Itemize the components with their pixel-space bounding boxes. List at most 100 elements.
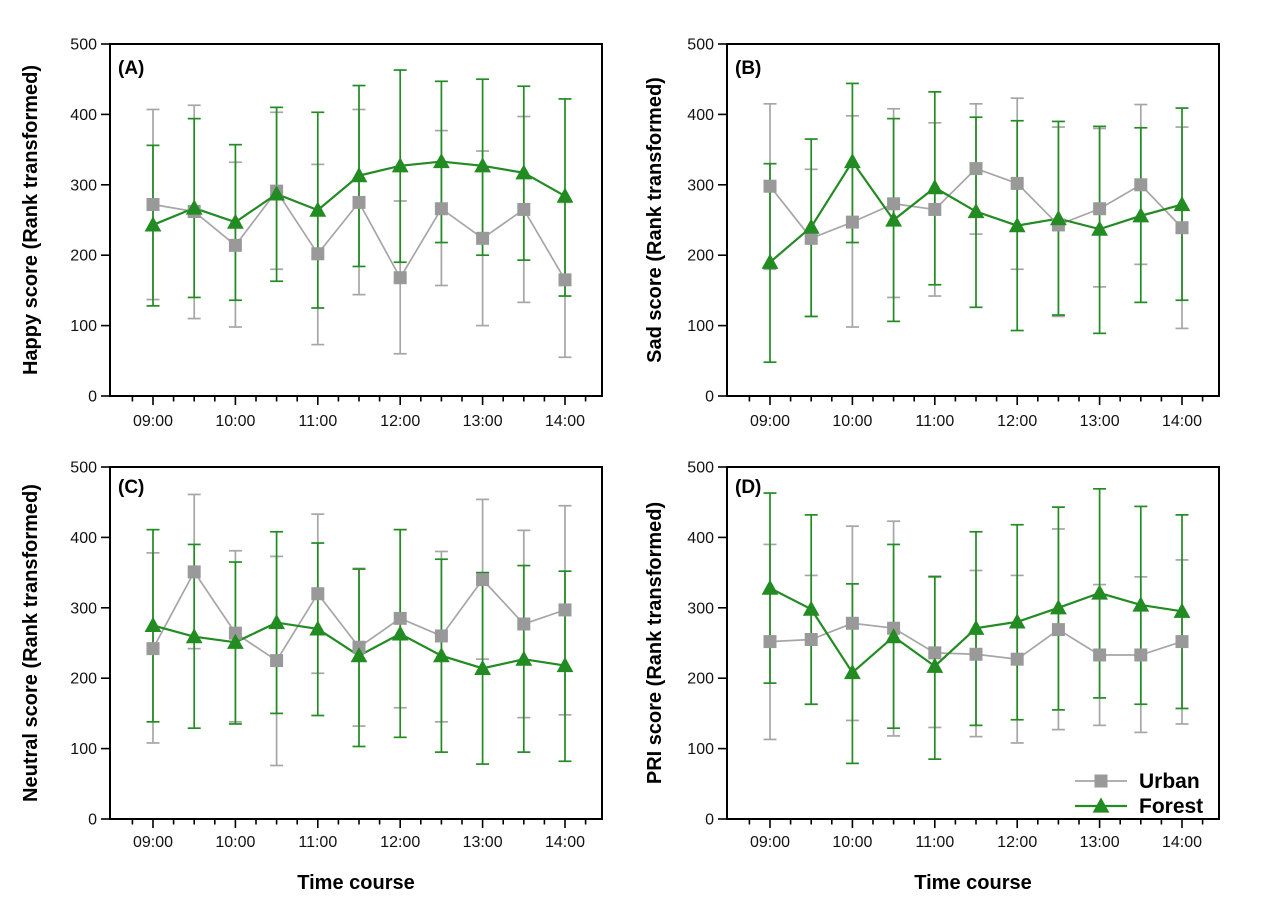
- y-tick-label: 400: [687, 107, 714, 124]
- urban-square-marker: [476, 573, 490, 587]
- urban-square-marker: [434, 629, 448, 643]
- urban-square-marker: [270, 654, 284, 668]
- y-tick-label: 500: [687, 460, 714, 477]
- y-tick-label: 300: [687, 600, 714, 617]
- urban-square-marker: [928, 202, 942, 216]
- urban-square-marker: [1134, 178, 1148, 192]
- forest-triangle-marker: [1008, 613, 1026, 629]
- forest-triangle-marker: [926, 179, 944, 195]
- sad-score-chart: 09:00 10:00 11:00 12:00 13:00 14:00 0 100 200 300…: [644, 37, 1220, 430]
- legend-triangle-marker: [1092, 797, 1110, 813]
- x-axis-title: Time course: [914, 872, 1031, 894]
- forest-triangle-marker: [515, 164, 533, 180]
- urban-square-marker: [887, 197, 901, 211]
- x-tick-label: 14:00: [545, 834, 585, 851]
- forest-triangle-marker: [1173, 195, 1191, 212]
- forest-triangle-marker: [268, 613, 285, 630]
- y-tick-label: 200: [70, 671, 97, 688]
- forest-triangle-marker: [761, 579, 779, 595]
- urban-square-marker: [393, 271, 407, 285]
- plot-frame: [726, 466, 1220, 820]
- urban-square-marker: [845, 616, 859, 630]
- forest-triangle-marker: [967, 202, 985, 219]
- legend-square-marker: [1094, 774, 1108, 788]
- happy-score-chart: 09:00 10:00 11:00 12:00 13:00 14:00 0 100 200 300…: [20, 37, 603, 430]
- x-tick-label: 12:00: [997, 413, 1037, 430]
- urban-square-marker: [1134, 648, 1148, 662]
- legend-item-forest: Forest: [1075, 795, 1203, 818]
- forest-triangle-marker: [309, 620, 327, 636]
- forest-triangle-marker: [474, 659, 491, 675]
- y-tick-label: 0: [705, 389, 714, 406]
- y-tick-label: 100: [687, 318, 714, 335]
- legend-label: Urban: [1139, 770, 1200, 793]
- x-tick-label: 10:00: [832, 834, 872, 851]
- urban-square-marker: [804, 231, 818, 245]
- urban-square-marker: [1175, 221, 1189, 235]
- forest-triangle-marker: [1091, 220, 1108, 236]
- y-tick-label: 0: [88, 389, 97, 406]
- urban-square-marker: [146, 198, 160, 212]
- forest-triangle-marker: [474, 157, 491, 173]
- x-tick-label: 14:00: [1162, 413, 1202, 430]
- urban-square-marker: [845, 215, 859, 229]
- panel-pri: 09:00 10:00 11:00 12:00 13:00 14:00 0 100 200 300…: [633, 455, 1266, 910]
- urban-square-marker: [558, 603, 572, 617]
- x-tick-label: 10:00: [832, 413, 872, 430]
- y-tick-label: 100: [70, 318, 97, 335]
- y-axis-title: PRI score (Rank transformed): [644, 502, 666, 784]
- x-tick-label: 09:00: [750, 413, 790, 430]
- urban-square-marker: [558, 273, 572, 287]
- forest-triangle-marker: [1132, 596, 1150, 612]
- forest-triangle-marker: [227, 213, 244, 229]
- urban-square-marker: [928, 646, 942, 660]
- urban-square-marker: [1010, 652, 1024, 666]
- forest-triangle-marker: [556, 656, 574, 673]
- pri-score-chart: 09:00 10:00 11:00 12:00 13:00 14:00 0 100 200 300…: [644, 460, 1220, 894]
- forest-triangle-marker: [1173, 602, 1191, 618]
- forest-triangle-marker: [802, 218, 820, 234]
- forest-triangle-marker: [885, 211, 902, 227]
- forest-triangle-marker: [1050, 209, 1067, 226]
- urban-square-marker: [228, 626, 242, 640]
- y-tick-label: 300: [70, 600, 97, 617]
- panel-letter: (B): [735, 58, 761, 79]
- urban-square-marker: [517, 202, 531, 216]
- x-tick-label: 10:00: [215, 413, 255, 430]
- urban-square-marker: [187, 565, 201, 579]
- x-tick-label: 13:00: [1080, 413, 1120, 430]
- y-tick-label: 300: [687, 177, 714, 194]
- panel-neutral: 09:00 10:00 11:00 12:00 13:00 14:00 0 100 200 300…: [0, 455, 633, 910]
- panel-letter: (C): [118, 477, 144, 498]
- x-tick-label: 14:00: [1162, 834, 1202, 851]
- x-tick-label: 09:00: [133, 834, 173, 851]
- forest-triangle-marker: [1050, 599, 1067, 615]
- forest-triangle-marker: [761, 253, 779, 269]
- y-tick-label: 200: [687, 248, 714, 265]
- y-tick-label: 0: [88, 812, 97, 829]
- forest-triangle-marker: [844, 152, 861, 169]
- forest-triangle-marker: [309, 201, 327, 217]
- x-tick-label: 12:00: [380, 413, 420, 430]
- urban-square-marker: [476, 231, 490, 245]
- legend-label: Forest: [1139, 795, 1203, 818]
- urban-square-marker: [969, 647, 983, 661]
- plot-frame: [109, 43, 603, 397]
- panel-happy: 09:00 10:00 11:00 12:00 13:00 14:00 0 100 200 300…: [0, 0, 633, 455]
- forest-triangle-marker: [350, 647, 368, 663]
- y-tick-label: 0: [705, 812, 714, 829]
- forest-triangle-marker: [433, 647, 450, 663]
- urban-square-marker: [763, 635, 777, 649]
- plot-frame: [726, 43, 1220, 397]
- forest-triangle-marker: [926, 657, 944, 673]
- forest-triangle-marker: [227, 633, 244, 649]
- x-tick-label: 13:00: [1080, 834, 1120, 851]
- y-tick-label: 100: [687, 741, 714, 758]
- forest-triangle-marker: [268, 185, 285, 201]
- forest-triangle-marker: [844, 663, 861, 680]
- urban-square-marker: [1093, 648, 1107, 662]
- plot-frame: [109, 466, 603, 820]
- legend-item-urban: Urban: [1075, 770, 1200, 793]
- panel-letter: (A): [118, 58, 144, 79]
